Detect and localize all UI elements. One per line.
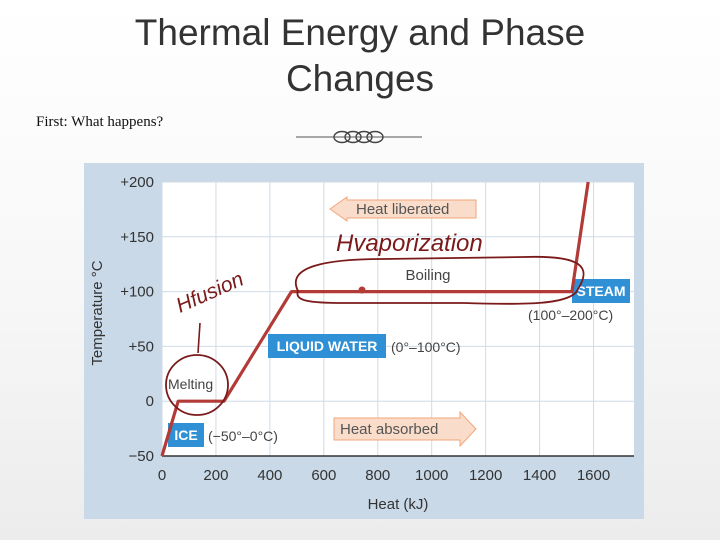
- boiling-midpoint-marker: [358, 286, 366, 294]
- y-tick-label: +50: [129, 338, 154, 355]
- h-vaporization-handwritten: Hvaporization: [336, 230, 483, 257]
- y-tick-label: 0: [146, 393, 154, 410]
- x-tick-label: 1600: [577, 467, 610, 484]
- ice-range-label: (−50°–0°C): [208, 428, 278, 444]
- slide-subtitle: First: What happens?: [36, 114, 164, 130]
- ice-label: ICE: [174, 427, 197, 443]
- slide-title: Thermal Energy and Phase Changes: [0, 10, 720, 102]
- melting-loop-annotation: [165, 354, 229, 416]
- ice-label-box: [168, 423, 204, 447]
- heating-curve-line: [160, 181, 590, 457]
- boiling-label: Boiling: [405, 267, 450, 284]
- fusion-pointer-line: [197, 322, 201, 354]
- title-line-1: Thermal Energy and Phase: [134, 12, 586, 53]
- steam-label: STEAM: [577, 283, 626, 299]
- vaporization-loop-annotation: [295, 255, 585, 305]
- x-tick-label: 400: [257, 467, 282, 484]
- x-tick-label: 1000: [415, 467, 448, 484]
- y-tick-labels: +200 +150 +100 +50 0 −50: [120, 174, 154, 465]
- y-tick-label: +150: [120, 229, 154, 246]
- melting-label: Melting: [168, 376, 213, 392]
- title-line-2: Changes: [285, 58, 435, 99]
- y-axis-label: Temperature °C: [89, 260, 106, 365]
- x-tick-label: 800: [365, 467, 390, 484]
- steam-range-label: (100°–200°C): [528, 307, 613, 323]
- heat-liberated-arrow: [329, 196, 477, 222]
- y-tick-label: +100: [120, 284, 154, 301]
- x-tick-label: 0: [158, 467, 166, 484]
- x-tick-label: 200: [203, 467, 228, 484]
- plot-area: [162, 182, 634, 456]
- heat-liberated-label: Heat liberated: [356, 201, 449, 218]
- x-tick-labels: 0 200 400 600 800 1000 1200 1400 1600: [158, 467, 610, 484]
- x-tick-label: 600: [311, 467, 336, 484]
- y-tick-label: −50: [129, 448, 154, 465]
- heating-curve-chart: +200+150+100+500−50 0 200 400 600 800 1000 120…: [84, 163, 644, 519]
- liquid-water-label: LIQUID WATER: [277, 338, 378, 354]
- heat-absorbed-label: Heat absorbed: [340, 421, 438, 438]
- x-tick-label: 1200: [469, 467, 502, 484]
- liquid-range-label: (0°–100°C): [391, 339, 461, 355]
- x-axis-label: Heat (kJ): [368, 496, 429, 513]
- ornament-divider-icon: [296, 130, 422, 144]
- heat-absorbed-arrow: [333, 410, 477, 448]
- liquid-water-label-box: [268, 334, 386, 358]
- x-tick-label: 1400: [523, 467, 556, 484]
- y-tick-label: +200: [120, 174, 154, 191]
